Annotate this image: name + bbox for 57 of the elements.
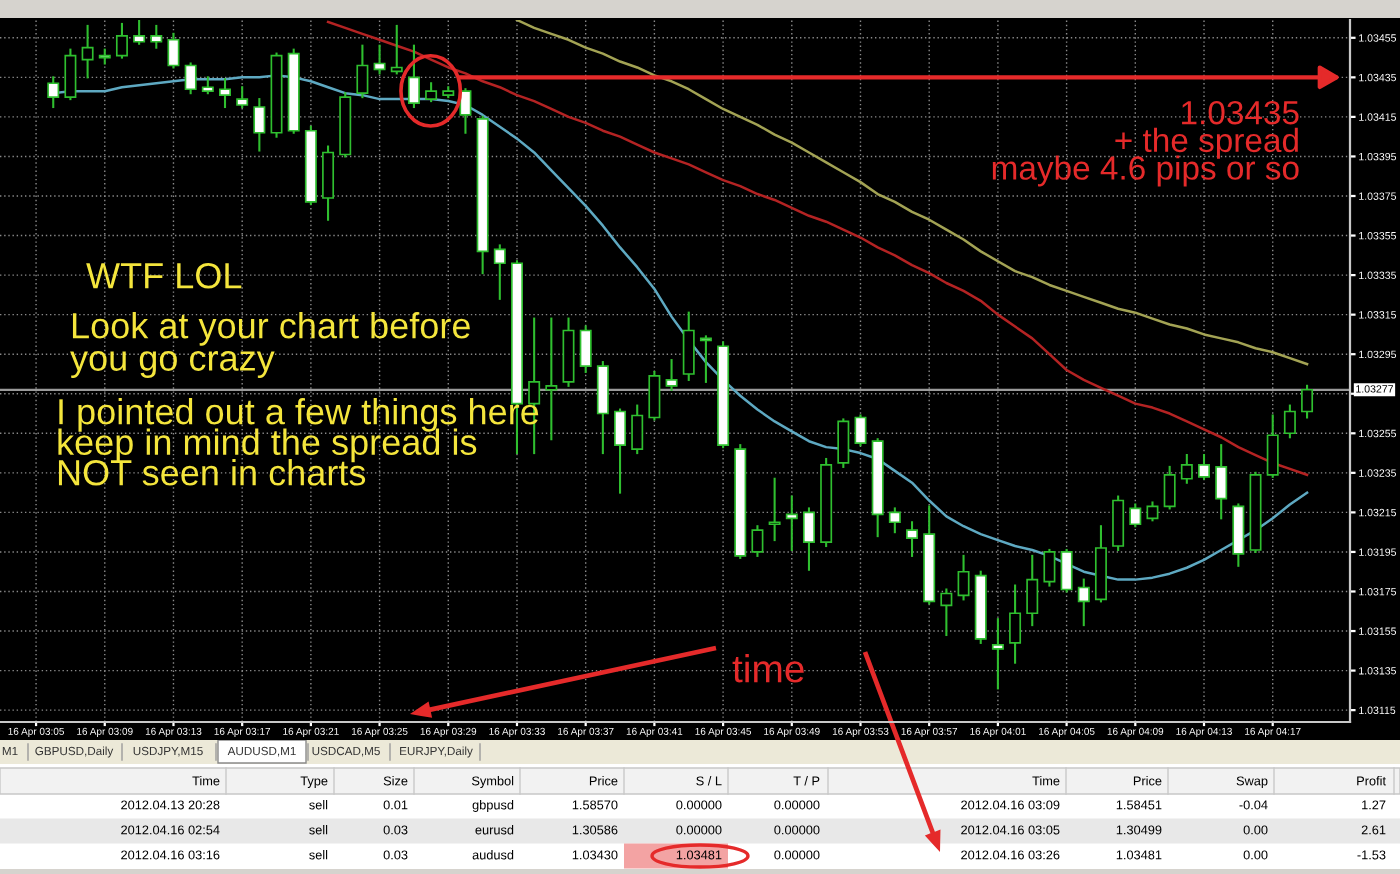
candlestick bbox=[322, 145, 335, 221]
candlestick bbox=[614, 408, 627, 494]
candlestick bbox=[1112, 495, 1125, 551]
candlestick bbox=[785, 495, 798, 551]
candlestick bbox=[579, 325, 592, 374]
candlestick bbox=[1198, 454, 1210, 480]
candlestick bbox=[253, 98, 266, 152]
candlestick bbox=[1026, 554, 1039, 627]
candlestick bbox=[802, 507, 815, 571]
candlestick bbox=[115, 22, 128, 59]
candlestick bbox=[184, 62, 197, 95]
candlestick bbox=[906, 521, 919, 557]
annotation: WTF LOL bbox=[86, 262, 242, 289]
candlestick bbox=[1129, 503, 1142, 528]
line-series bbox=[515, 20, 1309, 366]
candlestick bbox=[854, 414, 867, 447]
candlestick bbox=[1163, 465, 1176, 510]
candlestick bbox=[768, 477, 781, 542]
candlestick bbox=[493, 244, 506, 300]
candlestick bbox=[150, 24, 163, 49]
candlestick bbox=[236, 86, 249, 109]
candlestick bbox=[545, 317, 558, 441]
annotation: Look at your chart before you go crazy bbox=[70, 312, 470, 379]
candlestick bbox=[47, 76, 60, 109]
candlestick bbox=[1301, 384, 1314, 419]
candlestick bbox=[64, 48, 77, 101]
candlestick bbox=[81, 24, 94, 79]
candlestick bbox=[1215, 444, 1228, 520]
candlestick bbox=[1180, 454, 1193, 484]
candlestick bbox=[167, 32, 180, 69]
candlestick bbox=[665, 359, 678, 391]
candlestick bbox=[940, 588, 953, 637]
candlestick bbox=[133, 20, 146, 45]
candlestick bbox=[390, 24, 403, 75]
candlestick bbox=[957, 554, 970, 601]
candlestick bbox=[1043, 548, 1056, 587]
candlestick bbox=[219, 78, 231, 109]
candlestick bbox=[373, 44, 386, 75]
candlestick bbox=[837, 418, 850, 468]
candlestick bbox=[631, 404, 644, 455]
candlestick bbox=[596, 361, 609, 455]
candlestick bbox=[1266, 414, 1279, 478]
candlestick bbox=[991, 618, 1004, 690]
candlestick bbox=[459, 88, 472, 134]
candlestick bbox=[888, 507, 901, 534]
candlestick bbox=[1283, 404, 1296, 439]
annotation: 1.03435 + the spread maybe 4.6 pips or so bbox=[992, 100, 1299, 187]
candlestick bbox=[1060, 548, 1073, 593]
annotation: time bbox=[732, 654, 804, 683]
candlestick bbox=[1232, 503, 1245, 567]
candlestick bbox=[1077, 578, 1090, 627]
candlestick bbox=[1009, 584, 1022, 664]
candlestick bbox=[751, 525, 764, 557]
candlestick bbox=[356, 44, 369, 99]
candlestick bbox=[648, 370, 661, 421]
candlestick bbox=[682, 311, 695, 381]
candlestick bbox=[407, 44, 420, 109]
